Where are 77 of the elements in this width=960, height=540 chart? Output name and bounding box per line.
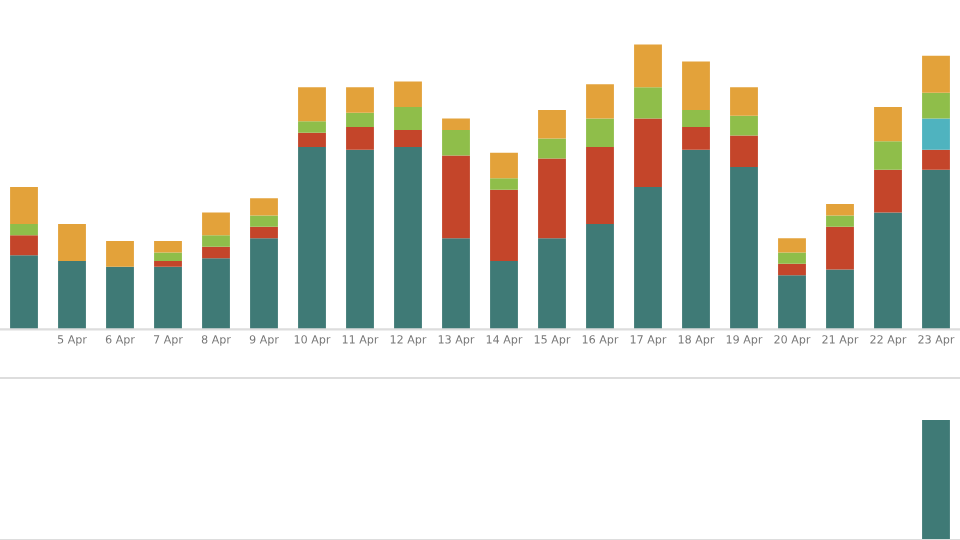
bar	[250, 238, 278, 330]
bar	[442, 155, 470, 239]
bar	[106, 241, 134, 267]
bar	[682, 127, 710, 150]
bar	[922, 149, 950, 170]
bar	[922, 55, 950, 93]
bar	[10, 223, 38, 236]
bar	[778, 238, 806, 253]
bar	[490, 189, 518, 261]
bar	[922, 118, 950, 150]
bar	[538, 238, 566, 330]
bar	[250, 198, 278, 216]
bar	[394, 147, 422, 330]
bar	[634, 87, 662, 119]
bar	[586, 118, 614, 147]
bar	[442, 238, 470, 330]
bar	[154, 241, 182, 253]
bar	[778, 263, 806, 276]
bar	[154, 252, 182, 261]
bar	[682, 109, 710, 128]
bar	[154, 266, 182, 330]
bar	[874, 169, 902, 213]
bar	[490, 152, 518, 179]
bar	[778, 252, 806, 264]
bar	[250, 226, 278, 239]
bar	[826, 226, 854, 270]
bar	[394, 107, 422, 130]
bar	[826, 204, 854, 216]
bar	[538, 158, 566, 239]
bar	[922, 92, 950, 119]
bar	[730, 115, 758, 136]
bar	[682, 61, 710, 110]
bar	[10, 186, 38, 224]
bar	[298, 132, 326, 147]
bar	[250, 215, 278, 227]
bar	[346, 87, 374, 113]
bar	[442, 118, 470, 130]
bar	[394, 81, 422, 108]
bar	[874, 212, 902, 330]
bar	[778, 275, 806, 330]
bar	[730, 135, 758, 167]
bar	[58, 261, 86, 330]
bar	[730, 166, 758, 330]
bar	[298, 121, 326, 133]
bar	[874, 141, 902, 170]
bar	[634, 118, 662, 187]
bar	[586, 84, 614, 119]
bar	[442, 129, 470, 156]
bar	[394, 129, 422, 147]
bar	[826, 215, 854, 227]
bar	[202, 258, 230, 330]
bar	[346, 112, 374, 128]
bar	[586, 223, 614, 330]
bar	[922, 169, 950, 330]
bar	[826, 269, 854, 330]
bar	[106, 266, 134, 330]
bar	[298, 147, 326, 330]
bar	[10, 235, 38, 256]
bar	[202, 235, 230, 247]
bar	[202, 212, 230, 236]
bar	[634, 186, 662, 330]
bar	[58, 223, 86, 261]
bar	[346, 149, 374, 330]
bar	[10, 255, 38, 330]
bar	[874, 107, 902, 142]
bar	[490, 178, 518, 190]
bar	[490, 261, 518, 330]
bar	[634, 44, 662, 88]
bar	[538, 138, 566, 159]
bar	[154, 261, 182, 267]
bar	[202, 246, 230, 259]
bar	[682, 149, 710, 330]
bar	[298, 87, 326, 122]
bar	[538, 109, 566, 139]
bar	[586, 147, 614, 224]
bar	[730, 87, 758, 116]
bar	[346, 127, 374, 150]
